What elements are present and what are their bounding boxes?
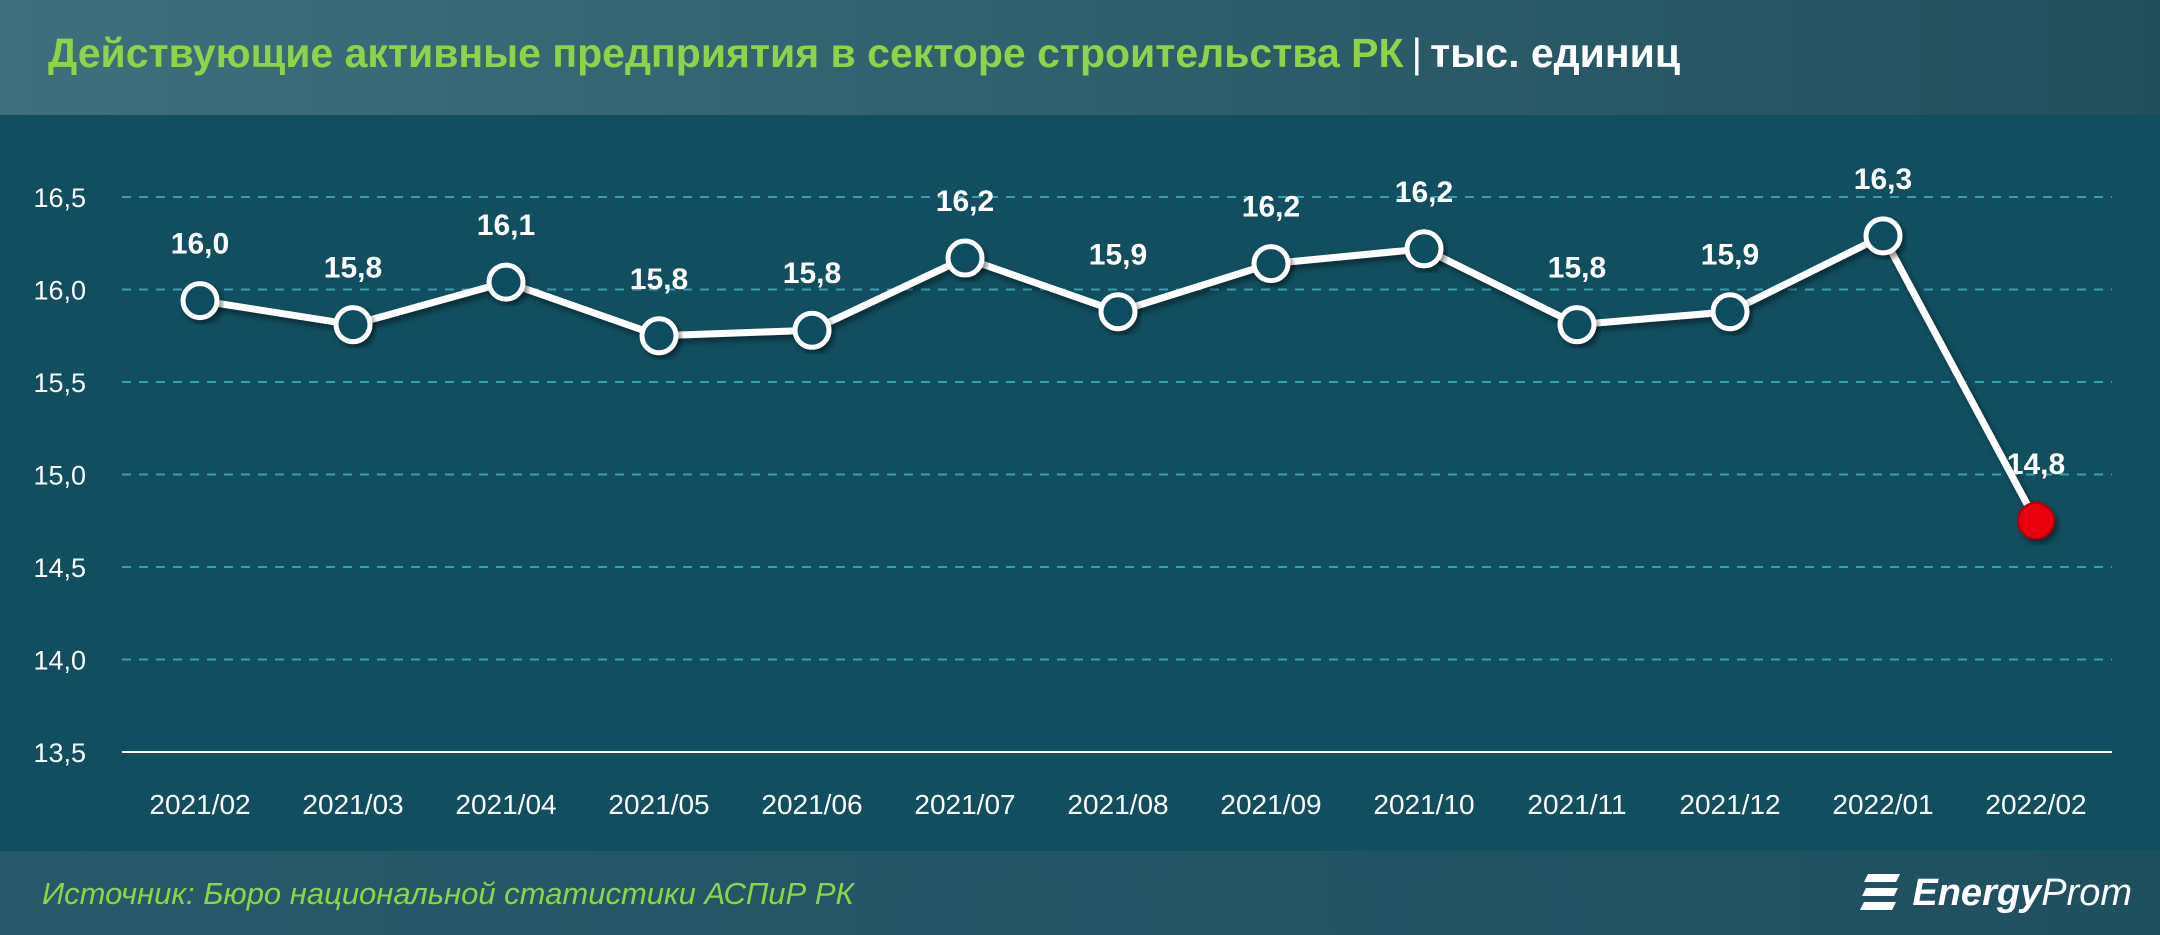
data-point — [1251, 244, 1291, 284]
chart-header: Действующие активные предприятия в секто… — [0, 0, 2160, 115]
y-tick-label: 13,5 — [33, 738, 86, 768]
data-point — [792, 310, 832, 350]
x-tick-label: 2021/02 — [149, 789, 250, 820]
chart-footer: Источник: Бюро национальной статистики А… — [0, 851, 2160, 935]
x-tick-label: 2021/06 — [761, 789, 862, 820]
data-point — [180, 281, 220, 321]
y-tick-label: 14,5 — [33, 553, 86, 583]
series-polyline — [199, 232, 2040, 523]
plot-area: 13,5 14,0 14,5 15,0 15,5 16,0 16,5 2021/02 2021… — [0, 115, 2160, 851]
data-points — [180, 216, 2055, 540]
data-labels: 16,0 15,8 16,1 15,8 15,8 16,2 15,9 16,2 16,2 15,8… — [171, 163, 2065, 481]
data-point — [1710, 292, 1750, 332]
data-label: 15,8 — [630, 263, 688, 296]
x-tick-label: 2021/09 — [1220, 789, 1321, 820]
data-point — [1557, 305, 1597, 345]
data-label: 16,2 — [1242, 191, 1300, 224]
source-note: Источник: Бюро национальной статистики А… — [42, 876, 854, 911]
data-point — [486, 262, 526, 302]
x-tick-label: 2022/01 — [1832, 789, 1933, 820]
logo-mark-icon — [1860, 874, 1901, 910]
x-axis-ticks: 2021/02 2021/03 2021/04 2021/05 2021/06 2021/… — [149, 789, 2086, 820]
x-tick-label: 2021/12 — [1679, 789, 1780, 820]
data-label: 16,3 — [1854, 163, 1912, 196]
data-label: 16,1 — [477, 209, 535, 242]
y-tick-label: 14,0 — [33, 646, 86, 676]
logo-text-light: Prom — [2041, 871, 2132, 914]
data-label: 15,9 — [1089, 239, 1147, 272]
data-point — [1863, 216, 1903, 256]
title-separator: | — [1411, 30, 1423, 76]
energyprom-logo: EnergyProm — [1860, 865, 2132, 921]
data-point — [333, 305, 373, 345]
x-tick-label: 2021/11 — [1527, 789, 1626, 820]
data-label: 15,9 — [1701, 239, 1759, 272]
data-point — [1098, 292, 1138, 332]
data-label: 16,2 — [936, 185, 994, 218]
data-label: 14,8 — [2007, 448, 2065, 481]
chart-title: Действующие активные предприятия в секто… — [48, 30, 1680, 77]
highlighted-point — [2017, 501, 2055, 540]
data-label: 16,2 — [1395, 176, 1453, 209]
logo-text: EnergyProm — [1912, 872, 2132, 915]
data-point — [1404, 229, 1444, 269]
y-axis-ticks: 13,5 14,0 14,5 15,0 15,5 16,0 16,5 — [33, 183, 86, 768]
title-text: Действующие активные предприятия в секто… — [48, 30, 1404, 76]
y-tick-label: 16,0 — [33, 276, 86, 306]
y-tick-label: 15,5 — [33, 368, 86, 398]
series-line — [199, 232, 2040, 523]
x-tick-label: 2021/08 — [1067, 789, 1168, 820]
x-tick-label: 2021/05 — [608, 789, 709, 820]
logo-text-bold: Energy — [1912, 871, 2042, 914]
y-tick-label: 16,5 — [33, 183, 86, 213]
data-label: 16,0 — [171, 228, 229, 261]
data-label: 15,8 — [783, 257, 841, 290]
data-label: 15,8 — [324, 252, 382, 285]
y-tick-label: 15,0 — [33, 461, 86, 491]
x-tick-label: 2021/03 — [302, 789, 403, 820]
unit-label: тыс. единиц — [1430, 30, 1681, 76]
x-tick-label: 2021/07 — [914, 789, 1015, 820]
x-tick-label: 2021/10 — [1373, 789, 1474, 820]
x-tick-label: 2021/04 — [455, 789, 556, 820]
data-label: 15,8 — [1548, 252, 1606, 285]
data-point — [639, 316, 679, 356]
x-tick-label: 2022/02 — [1985, 789, 2086, 820]
data-point — [945, 238, 985, 278]
line-chart: 13,514,014,515,015,516,016,5 2021/02 2021… — [33, 163, 2112, 820]
gridlines — [122, 196, 2112, 753]
